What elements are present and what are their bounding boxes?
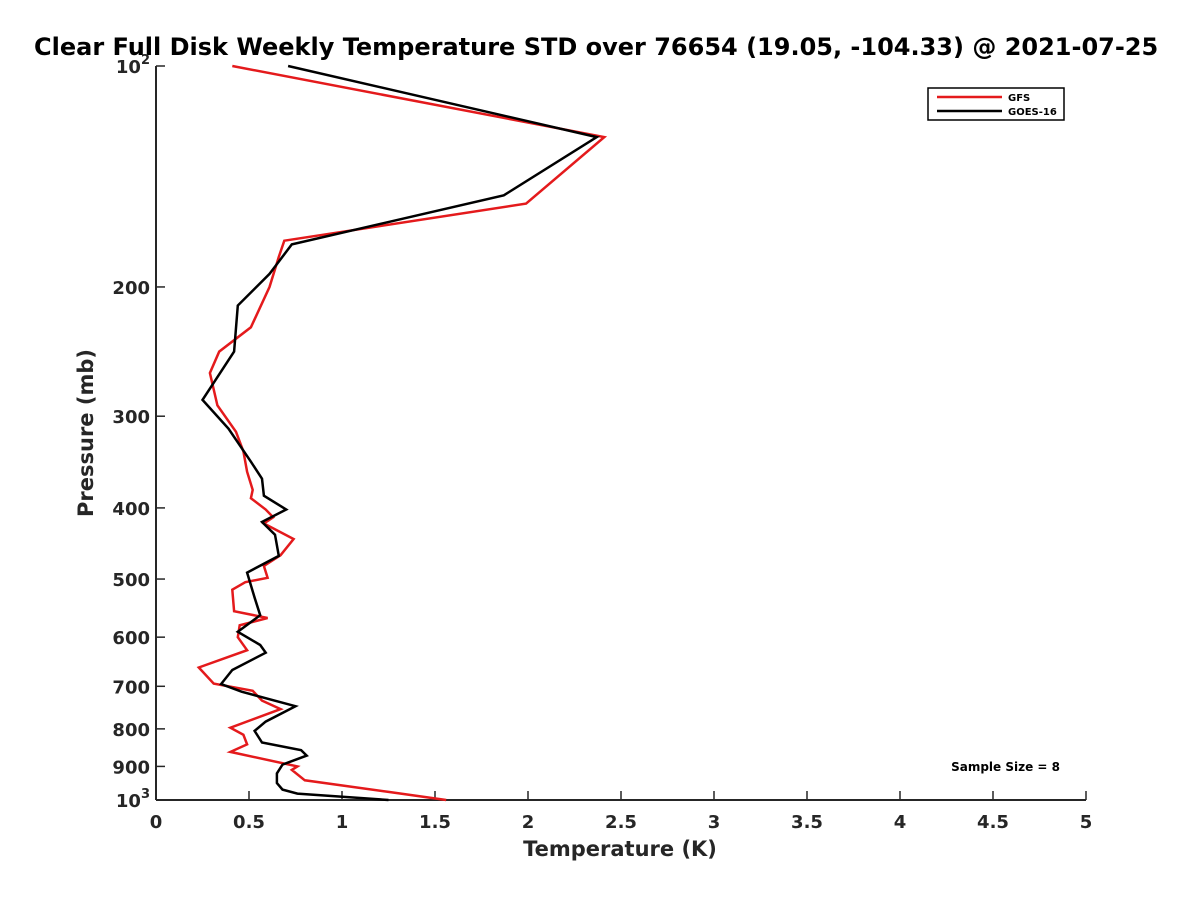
y-tick-label-base: 600	[112, 628, 150, 649]
y-tick-label-base: 10	[116, 791, 141, 812]
y-tick-label: 600	[112, 628, 150, 649]
series-line-gfs	[196, 64, 608, 802]
y-tick-label-base: 800	[112, 720, 150, 741]
y-tick-label: 900	[112, 757, 150, 778]
y-tick-label-base: 300	[112, 407, 150, 428]
x-tick-label: 2	[522, 812, 535, 833]
y-tick-label: 300	[112, 407, 150, 428]
y-tick-label: 103	[116, 787, 150, 812]
series-line-goes16	[200, 64, 601, 802]
y-tick-label-base: 10	[116, 57, 141, 78]
y-tick-label-base: 900	[112, 757, 150, 778]
y-tick-label: 102	[116, 53, 150, 78]
legend-box	[927, 87, 1065, 121]
y-tick-label: 200	[112, 278, 150, 299]
y-tick-label: 700	[112, 677, 150, 698]
x-ticks: 0 0.5 1 1.5 2 2.5 3 3.5 4 4.5 5	[150, 791, 1093, 833]
series-group	[196, 64, 608, 802]
legend: GFS GOES-16	[927, 87, 1065, 121]
y-tick-label: 500	[112, 570, 150, 591]
y-tick-label-base: 400	[112, 499, 150, 520]
x-tick-label: 0.5	[233, 812, 265, 833]
legend-label-goes16: GOES-16	[1008, 107, 1057, 118]
y-tick-label-exponent: 3	[141, 787, 150, 802]
y-tick-label-base: 200	[112, 278, 150, 299]
legend-label-gfs: GFS	[1008, 93, 1030, 104]
y-axis-label: Pressure (mb)	[74, 349, 98, 517]
x-tick-label: 3	[708, 812, 721, 833]
y-tick-label-base: 500	[112, 570, 150, 591]
y-tick-label: 800	[112, 720, 150, 741]
x-tick-label: 4.5	[977, 812, 1009, 833]
x-tick-label: 2.5	[605, 812, 637, 833]
sample-size-annotation: Sample Size = 8	[951, 760, 1060, 774]
x-tick-label: 0	[150, 812, 163, 833]
x-tick-label: 4	[894, 812, 907, 833]
chart-title: Clear Full Disk Weekly Temperature STD o…	[34, 33, 1158, 61]
y-tick-label-base: 700	[112, 677, 150, 698]
y-tick-label: 400	[112, 499, 150, 520]
x-tick-label: 3.5	[791, 812, 823, 833]
y-tick-label-exponent: 2	[141, 53, 150, 68]
x-axis-label: Temperature (K)	[523, 837, 717, 861]
x-tick-label: 5	[1080, 812, 1093, 833]
x-tick-label: 1	[336, 812, 349, 833]
x-tick-label: 1.5	[419, 812, 451, 833]
plot-area: 0 0.5 1 1.5 2 2.5 3 3.5 4 4.5 5 102200300400500600…	[112, 53, 1092, 833]
